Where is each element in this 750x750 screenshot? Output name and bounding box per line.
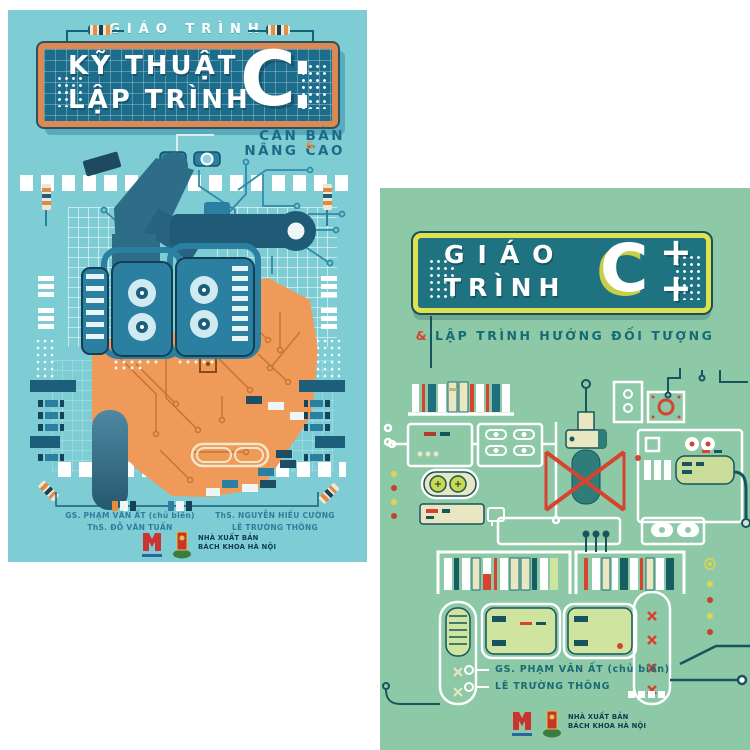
title-line-1: KỸ THUẬT [68, 51, 239, 81]
dot-matrix [428, 258, 454, 298]
connector-line [430, 316, 432, 368]
plus-signs: + + [660, 230, 692, 310]
title-line-2: LẬP TRÌNH [68, 85, 251, 115]
publisher-emblem-icon [173, 531, 191, 559]
publisher-name: NHÀ XUẤT BẢN BÁCH KHOA HÀ NỘI [568, 713, 647, 730]
circuit-board-artwork [30, 151, 346, 511]
letter-c: C [600, 230, 649, 307]
ring-icon [464, 664, 474, 675]
title-line-2: TRÌNH [444, 273, 567, 302]
author-line: LÊ TRƯỜNG THÔNG [464, 681, 610, 692]
connector-line [176, 134, 214, 152]
subtitle: CĂN BẢN & NÂNG CAO [244, 129, 345, 159]
dot-matrix [674, 254, 702, 300]
series-label: GIÁO TRÌNH [109, 22, 266, 37]
decor-line [312, 30, 314, 44]
ring-icon [464, 681, 474, 692]
lead-line [477, 668, 489, 671]
subtitle: & LẬP TRÌNH HƯỚNG ĐỐI TƯỢNG [415, 328, 715, 343]
ampersand: & [305, 139, 315, 152]
author: ThS. ĐỖ VĂN TUẤN [87, 523, 173, 532]
pin-decor [298, 95, 307, 108]
authors-right-column: ThS. NGUYỄN HIẾU CƯỜNG LÊ TRƯỜNG THÔNG [211, 510, 339, 534]
letter-c: C [240, 34, 296, 123]
decor-line [66, 30, 88, 32]
subtitle-line-2: NÂNG CAO [244, 143, 345, 159]
flat-circuit-artwork [382, 368, 750, 706]
ampersand: & [415, 328, 430, 343]
resistor-icon [88, 25, 112, 35]
authors-left-column: GS. PHẠM VĂN ẤT (chủ biên) ThS. ĐỖ VĂN T… [56, 510, 204, 534]
decor-line [290, 30, 314, 32]
dot-matrix [56, 75, 86, 107]
decor-line [112, 30, 124, 32]
square-dots-decor [628, 683, 668, 702]
author: ThS. NGUYỄN HIẾU CƯỜNG [215, 511, 335, 520]
publisher-logo-icon [142, 533, 162, 557]
book-cover-ky-thuat-lap-trinh-c: GIÁO TRÌNH KỸ THUẬT LẬP TRÌNH C CĂN BẢN … [8, 10, 367, 562]
title-panel: GIÁO TRÌNH C + + [413, 230, 711, 313]
resistor-icon [266, 25, 290, 35]
publisher-name: NHÀ XUẤT BẢN BÁCH KHOA HÀ NỘI [198, 534, 277, 551]
title-panel: KỸ THUẬT LẬP TRÌNH C [38, 37, 338, 127]
title-line-1: GIÁO [444, 240, 567, 269]
subtitle-line-1: CĂN BẢN [259, 128, 345, 144]
author: GS. PHẠM VĂN ẤT (chủ biên) [65, 511, 195, 520]
author: LÊ TRƯỜNG THÔNG [232, 523, 318, 532]
publisher-emblem-icon [543, 710, 561, 738]
publisher-logo-icon [512, 712, 532, 736]
pin-decor [298, 61, 307, 74]
decor-line [66, 30, 68, 44]
lead-line [477, 685, 489, 688]
author-line: GS. PHẠM VĂN ẤT (chủ biên) [464, 664, 670, 675]
book-cover-giao-trinh-cpp: GIÁO TRÌNH C + + & LẬP TRÌNH HƯỚNG ĐỐI TƯ… [380, 188, 750, 750]
decor-line [248, 30, 266, 32]
